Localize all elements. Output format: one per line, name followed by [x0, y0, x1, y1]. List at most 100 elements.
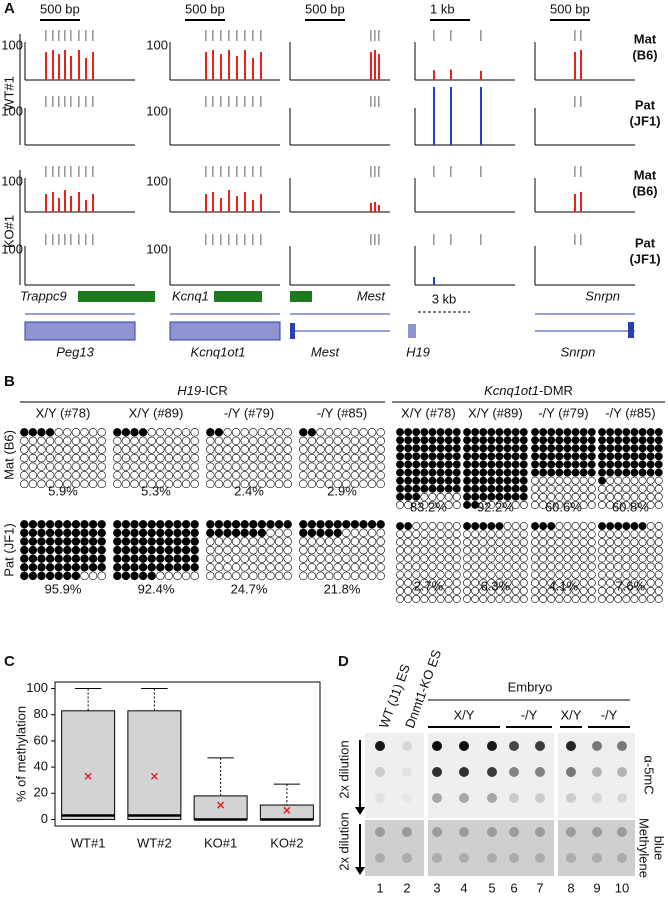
- cpg-circle: [333, 453, 342, 463]
- read-bar: [252, 58, 254, 80]
- cpg-circle: [376, 545, 385, 555]
- cpg-circle: [547, 594, 556, 603]
- cpg-circle: [231, 554, 241, 563]
- cpg-circle: [463, 428, 471, 436]
- cpg-circle: [479, 594, 488, 603]
- cpg-circle: [113, 428, 122, 437]
- cpg-circle: [147, 436, 156, 446]
- cpg-circle: [412, 468, 421, 477]
- cpg-circle: [622, 468, 631, 477]
- cpg-circle: [531, 586, 539, 595]
- cpg-circle: [579, 546, 588, 555]
- cpg-circle: [587, 436, 596, 445]
- read-bar: [580, 192, 582, 212]
- cpg-circle: [539, 530, 548, 539]
- cpg-circle: [428, 594, 437, 603]
- cpg-circle: [214, 520, 224, 529]
- read-bar: [374, 202, 376, 212]
- cpg-circle: [190, 479, 199, 489]
- cpg-circle: [511, 538, 520, 547]
- cpg-circle: [164, 445, 174, 454]
- cpg-circle: [130, 445, 139, 454]
- cpg-circle: [444, 570, 453, 579]
- cpg-circle: [587, 594, 596, 603]
- cpg-circle: [121, 571, 131, 581]
- cpg-circle: [436, 436, 445, 445]
- cpg-tick: [236, 30, 238, 41]
- cpg-circle: [274, 537, 284, 546]
- cpg-circle: [587, 562, 596, 571]
- allele-row: Pat (JF1): [1, 523, 16, 576]
- percent-label: 92.4%: [138, 581, 175, 596]
- gene-name: Peg13: [56, 344, 94, 359]
- cpg-circle: [316, 462, 325, 471]
- cpg-circle: [511, 594, 520, 603]
- cpg-circle: [428, 436, 437, 445]
- cpg-circle: [519, 570, 528, 579]
- cpg-circle: [511, 501, 520, 509]
- track-max: 100: [1, 37, 23, 52]
- cpg-circle: [622, 484, 631, 493]
- cpg-circle: [231, 571, 241, 581]
- cpg-circle: [396, 501, 404, 509]
- cpg-circle: [587, 578, 596, 587]
- y-tick-label: 60: [34, 732, 48, 747]
- cpg-tick: [450, 30, 452, 41]
- track-max: 100: [1, 241, 23, 256]
- cpg-circle: [563, 554, 572, 563]
- cpg-circle: [173, 545, 182, 555]
- cpg-circle: [412, 594, 421, 603]
- cpg-circle: [598, 460, 606, 469]
- cpg-circle: [539, 476, 548, 485]
- cpg-circle: [555, 492, 564, 501]
- cpg-circle: [307, 528, 317, 538]
- cpg-circle: [333, 471, 342, 480]
- blot-dot: [592, 793, 602, 803]
- cpg-circle: [555, 546, 564, 555]
- percent-label: 92.2%: [477, 499, 514, 514]
- cpg-tick: [70, 30, 72, 41]
- cpg-circle: [539, 578, 548, 587]
- cpg-circle: [266, 563, 275, 572]
- cpg-circle: [404, 546, 413, 555]
- cpg-circle: [316, 471, 325, 480]
- cpg-circle: [404, 492, 413, 501]
- cpg-circle: [463, 436, 471, 445]
- methylation-grid: [463, 522, 528, 603]
- cpg-circle: [471, 492, 480, 501]
- cpg-circle: [396, 586, 404, 595]
- read-bar: [52, 192, 54, 212]
- dilution-label: 2x dilution: [336, 740, 351, 799]
- cpg-circle: [20, 554, 29, 563]
- cpg-circle: [71, 528, 81, 538]
- cpg-circle: [606, 444, 615, 453]
- cpg-circle: [539, 562, 548, 571]
- cpg-circle: [519, 522, 528, 530]
- cpg-circle: [367, 528, 377, 538]
- cpg-circle: [257, 528, 267, 538]
- cpg-circle: [299, 528, 308, 538]
- cpg-circle: [420, 452, 429, 461]
- read-bar: [212, 192, 214, 212]
- cpg-circle: [190, 445, 199, 454]
- blot-gap: [554, 733, 558, 876]
- cpg-tick: [252, 30, 254, 41]
- read-bar: [70, 196, 72, 212]
- cpg-circle: [452, 594, 461, 603]
- cpg-circle: [511, 554, 520, 563]
- cpg-circle: [342, 571, 351, 581]
- read-bar: [228, 190, 230, 212]
- cpg-circle: [420, 460, 429, 469]
- cpg-circle: [249, 520, 258, 529]
- cpg-circle: [479, 460, 488, 469]
- cpg-circle: [654, 444, 663, 453]
- cpg-circle: [519, 452, 528, 461]
- cpg-circle: [463, 484, 471, 493]
- cpg-circle: [240, 462, 249, 471]
- cpg-circle: [283, 428, 292, 437]
- cpg-circle: [181, 462, 191, 471]
- cpg-circle: [266, 520, 275, 529]
- cpg-circle: [359, 436, 368, 446]
- cpg-circle: [579, 436, 588, 445]
- cpg-circle: [412, 538, 421, 547]
